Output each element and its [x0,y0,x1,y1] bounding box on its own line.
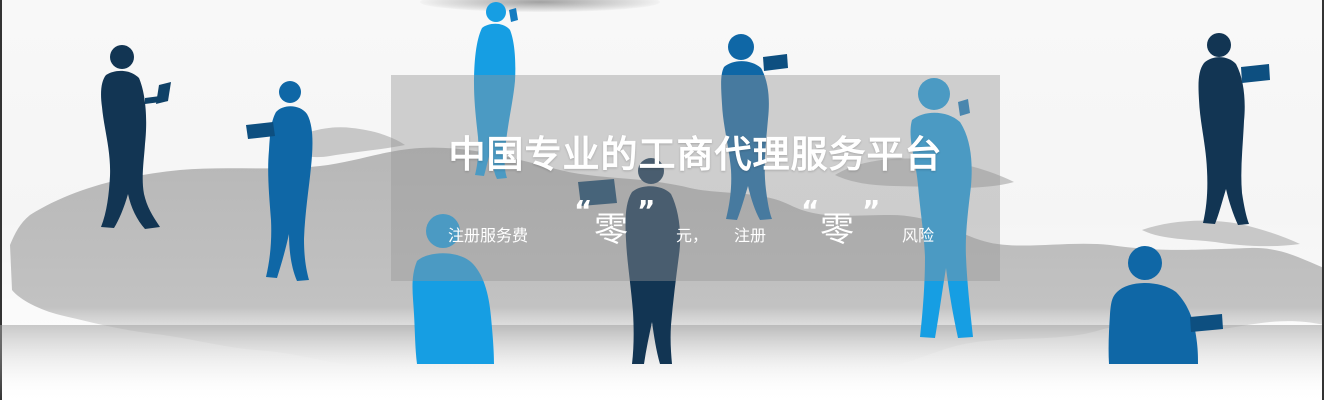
sub-mid-2: 注册 [734,226,767,245]
quote-open-2: “ [801,194,820,227]
person-silhouette-standing-right [910,78,973,338]
top-shadow [420,0,660,12]
person-silhouette-right-tablet [1198,33,1270,226]
person-silhouette-bottom-right [1108,246,1223,364]
quote-open-1: “ [574,194,593,227]
person-silhouette-phone-bottom-left [412,214,494,364]
headline-overlay [391,75,1000,281]
person-silhouette-center-laptop [578,158,681,364]
person-silhouette-tablet-center [721,34,788,221]
zero-emphasis-2: 零 [820,210,854,250]
person-silhouette-phone-top [474,2,518,180]
subheadline: 注册服务费 “ 零 ” 元， 注册 “ 零 ” 风险 [448,194,968,254]
zero-emphasis-1: 零 [594,210,628,250]
quote-close-2: ” [862,194,881,227]
sub-suffix: 风险 [902,226,935,245]
quote-close-1: ” [637,194,656,227]
headline: 中国专业的工商代理服务平台 [448,133,943,176]
sub-prefix: 注册服务费 [448,226,529,245]
sub-middle: 元， [676,226,709,245]
person-silhouette-left-laptop [101,45,171,230]
person-silhouette-tablet-left [246,81,313,281]
